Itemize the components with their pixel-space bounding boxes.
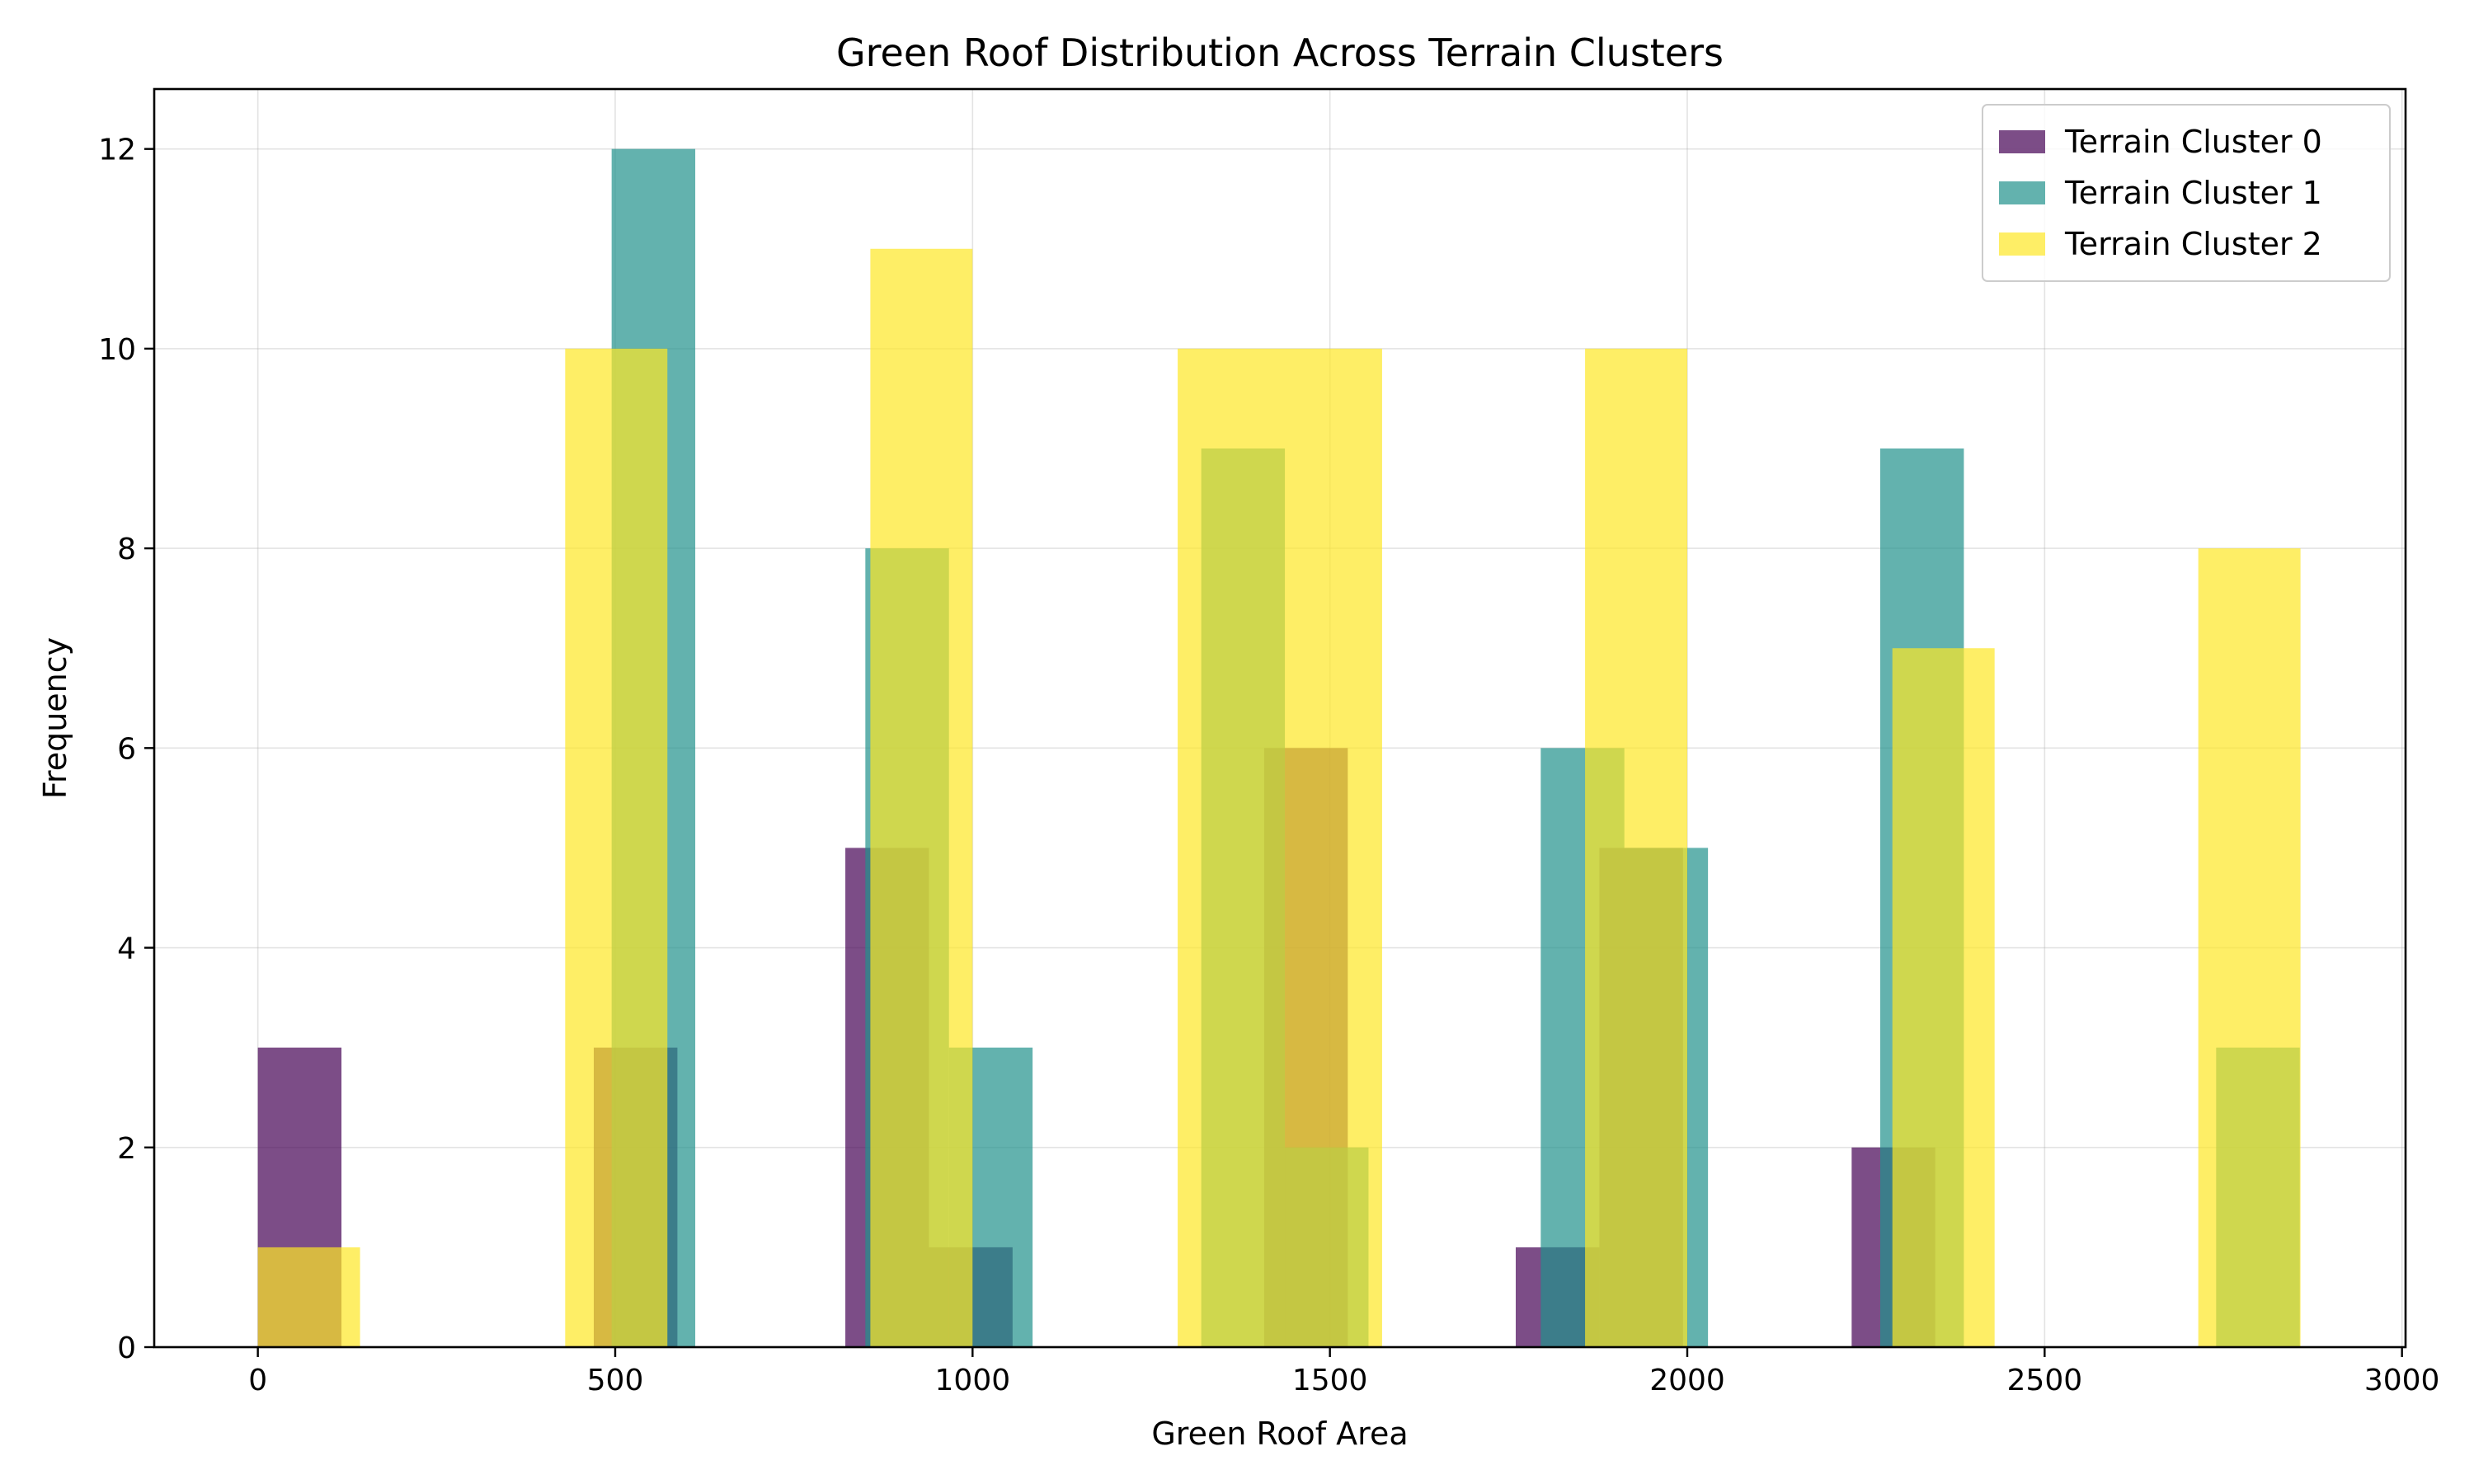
y-tick-label: 8 [117, 533, 136, 566]
x-axis-label: Green Roof Area [1151, 1416, 1408, 1452]
x-tick-label: 500 [587, 1364, 644, 1397]
legend-swatch [1999, 130, 2045, 153]
y-tick-label: 10 [98, 333, 136, 367]
bars-layer [257, 148, 2301, 1348]
terrain-cluster-2-bar [565, 348, 668, 1347]
x-tick-label: 3000 [2364, 1364, 2440, 1397]
terrain-cluster-2-bar [1280, 348, 1382, 1347]
legend-box [1982, 104, 2391, 282]
terrain-cluster-2-bar [1178, 348, 1280, 1347]
x-tick-label: 0 [248, 1364, 267, 1397]
y-axis-ticks: 0 2 4 6 8 10 12 [98, 134, 154, 1365]
x-tick-label: 1500 [1292, 1364, 1368, 1397]
y-tick-label: 2 [117, 1132, 136, 1166]
x-tick-label: 1000 [935, 1364, 1011, 1397]
legend-label: Terrain Cluster 1 [2064, 175, 2322, 211]
legend: Terrain Cluster 0 Terrain Cluster 1 Terrai… [1982, 104, 2391, 282]
legend-swatch [1999, 232, 2045, 256]
y-tick-label: 12 [98, 134, 136, 167]
x-tick-label: 2500 [2007, 1364, 2083, 1397]
terrain-cluster-2-bar [257, 1247, 360, 1347]
terrain-cluster-2-bar [1892, 648, 1995, 1347]
y-tick-label: 6 [117, 732, 136, 766]
plot-frame [153, 87, 2407, 1349]
x-axis-ticks: 0 500 1000 1500 2000 2500 3000 [248, 1347, 2439, 1397]
terrain-cluster-2-bar [870, 248, 973, 1347]
terrain-cluster-2-bar [1585, 348, 1687, 1347]
y-tick-label: 0 [117, 1331, 136, 1365]
x-tick-label: 2000 [1649, 1364, 1725, 1397]
legend-label: Terrain Cluster 0 [2064, 124, 2322, 160]
y-axis-label: Frequency [37, 637, 73, 799]
terrain-cluster-2-bar [2198, 548, 2301, 1347]
y-tick-label: 4 [117, 932, 136, 966]
legend-label: Terrain Cluster 2 [2064, 226, 2322, 262]
chart-title: Green Roof Distribution Across Terrain C… [836, 31, 1724, 75]
terrain-cluster-2-bars [257, 248, 2301, 1347]
legend-swatch [1999, 181, 2045, 204]
